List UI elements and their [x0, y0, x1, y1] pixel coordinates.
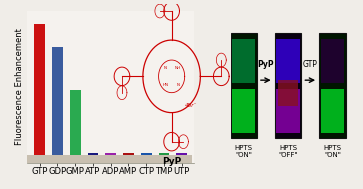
Bar	[141, 153, 152, 155]
FancyBboxPatch shape	[232, 39, 255, 83]
Text: 4Br⁻: 4Br⁻	[185, 103, 197, 108]
FancyBboxPatch shape	[278, 80, 298, 106]
Text: PyP: PyP	[162, 157, 181, 166]
Text: N: N	[164, 66, 167, 70]
Bar	[34, 24, 45, 155]
Text: HPTS
"ON": HPTS "ON"	[234, 145, 253, 158]
FancyBboxPatch shape	[319, 33, 346, 138]
FancyBboxPatch shape	[275, 33, 301, 138]
FancyBboxPatch shape	[276, 89, 300, 133]
FancyBboxPatch shape	[276, 39, 300, 83]
Text: N: N	[176, 83, 179, 87]
FancyBboxPatch shape	[321, 39, 344, 83]
FancyBboxPatch shape	[232, 89, 255, 133]
Bar	[159, 153, 169, 155]
Bar	[27, 155, 192, 163]
Text: GTP: GTP	[303, 60, 318, 70]
Bar	[105, 153, 116, 155]
Bar	[87, 153, 98, 155]
Text: HN: HN	[163, 83, 169, 87]
FancyBboxPatch shape	[231, 33, 257, 138]
Bar	[176, 153, 187, 155]
FancyBboxPatch shape	[321, 89, 344, 133]
Text: PyP: PyP	[257, 60, 274, 70]
Y-axis label: Fluorescence Enhancement: Fluorescence Enhancement	[16, 29, 24, 145]
Bar	[123, 153, 134, 155]
Bar	[52, 46, 63, 155]
Text: NH: NH	[175, 66, 181, 70]
Text: HPTS
"OFF": HPTS "OFF"	[278, 145, 298, 158]
Bar	[70, 90, 81, 155]
Text: HPTS
"ON": HPTS "ON"	[323, 145, 342, 158]
